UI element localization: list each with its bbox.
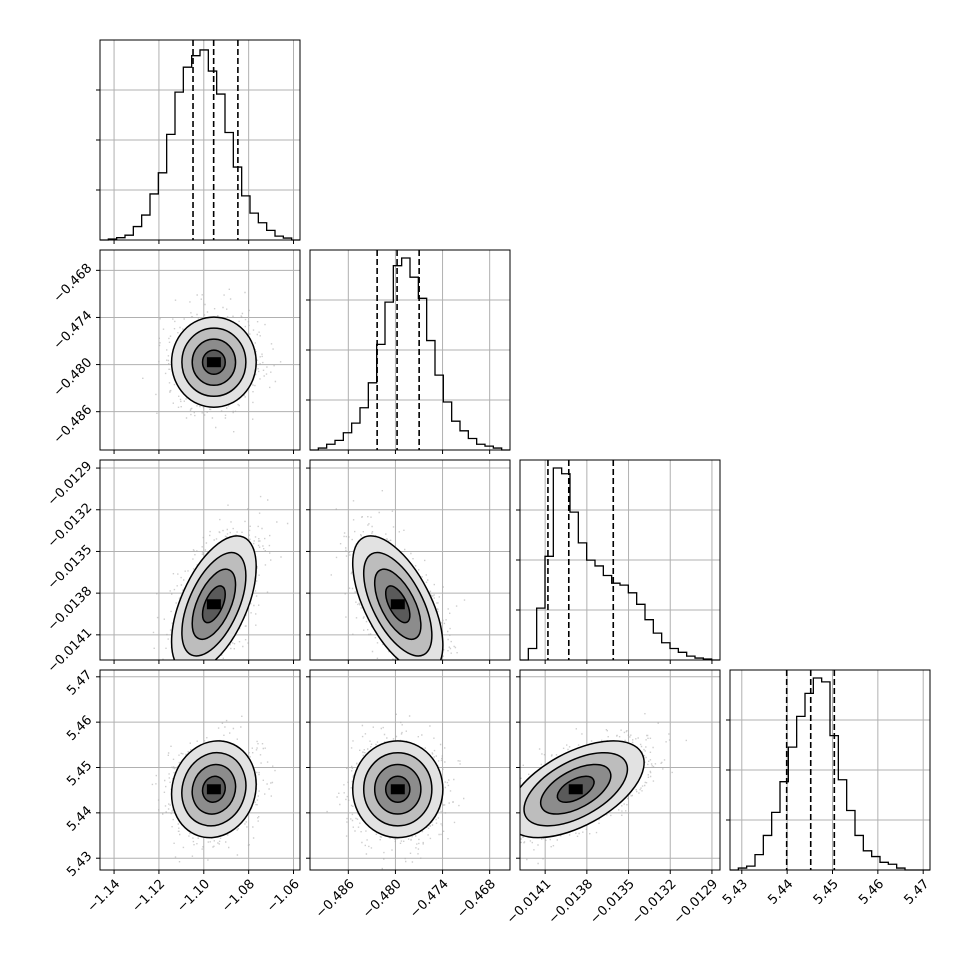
contour-line-0 [556, 775, 595, 803]
contour-line-1 [191, 763, 237, 815]
histogram-series-3 [730, 677, 930, 871]
density-panel-1-2 [306, 459, 511, 664]
y-tick-label: −0.0138 [45, 584, 95, 634]
density-panel-1-3 [306, 669, 511, 874]
histogram-panel-3 [726, 669, 931, 874]
y-tick-label: −0.0129 [45, 459, 95, 509]
density-content [151, 715, 276, 863]
density-panel-0-2 [96, 459, 301, 664]
contour-line-0 [384, 585, 411, 624]
x-tick-label: −0.480 [360, 877, 405, 922]
axes-frame [99, 669, 301, 871]
contour-line-3 [170, 316, 257, 409]
density-content [326, 713, 465, 870]
density-peak [206, 784, 221, 795]
x-tick-label: 5.45 [811, 877, 842, 908]
x-tick-label: −1.12 [129, 877, 168, 916]
y-tick-label: −0.0132 [45, 500, 95, 550]
x-tick-label: −0.0132 [629, 877, 679, 927]
contour-line-0 [201, 349, 226, 376]
density-panel-0-1 [96, 249, 301, 454]
histogram-series-0 [100, 49, 300, 241]
x-tick-label: −0.0138 [546, 877, 596, 927]
axes-frame [309, 459, 511, 661]
density-peak [390, 599, 405, 610]
density-peak [390, 784, 405, 795]
contour-line-1 [191, 568, 237, 641]
density-peak [568, 784, 583, 795]
density-content [520, 713, 687, 865]
x-tick-label: −0.0135 [587, 877, 637, 927]
y-tick-label: 5.45 [64, 758, 95, 789]
y-tick-label: −0.486 [51, 402, 96, 447]
x-tick-label: 5.47 [901, 877, 932, 908]
contour-line-2 [362, 751, 433, 827]
contour-line-3 [170, 535, 257, 660]
contour-line-0 [201, 585, 226, 624]
axes-frame [99, 249, 301, 451]
axes-frame [309, 669, 511, 871]
axes-frame [519, 669, 721, 871]
contour-line-3 [351, 535, 444, 660]
x-tick-label: 5.44 [765, 877, 796, 908]
y-tick-label: −0.0135 [45, 542, 95, 592]
x-tick-label: −0.0129 [671, 877, 721, 927]
x-tick-label: 5.46 [856, 877, 887, 908]
contour-line-1 [373, 568, 422, 641]
density-panel-2-3 [516, 669, 721, 874]
x-tick-label: −1.08 [219, 877, 258, 916]
x-tick-label: −0.486 [313, 877, 358, 922]
y-tick-label: 5.44 [64, 804, 95, 835]
contour-line-2 [523, 751, 629, 827]
contour-line-0 [384, 775, 411, 803]
x-tick-label: 5.43 [720, 877, 751, 908]
y-tick-label: −0.468 [51, 261, 96, 306]
density-panel-0-3 [96, 669, 301, 874]
contour-line-1 [539, 763, 612, 815]
x-tick-label: −1.14 [85, 877, 124, 916]
axes-frame [99, 459, 301, 661]
x-tick-label: −1.10 [174, 877, 213, 916]
histogram-series-1 [310, 257, 510, 451]
contour-line-1 [373, 763, 422, 815]
y-tick-label: 5.47 [64, 667, 95, 698]
histogram-panel-0 [96, 39, 301, 244]
x-tick-label: −0.474 [407, 877, 452, 922]
contour-line-3 [520, 740, 645, 839]
density-content [330, 490, 466, 660]
density-content [152, 495, 289, 660]
contour-line-0 [201, 775, 226, 803]
contour-line-1 [191, 338, 237, 387]
histogram-panel-2 [516, 459, 721, 664]
contour-line-2 [362, 551, 433, 657]
density-content [142, 288, 282, 433]
y-tick-label: 5.43 [64, 849, 95, 880]
contour-line-3 [170, 740, 257, 839]
contour-line-2 [181, 327, 247, 398]
contour-line-3 [351, 740, 444, 839]
histogram-panel-1 [306, 249, 511, 454]
histogram-series-2 [520, 467, 720, 661]
density-peak [206, 599, 221, 610]
y-tick-label: −0.0141 [45, 626, 95, 676]
contour-line-2 [181, 551, 247, 657]
y-tick-label: −0.480 [51, 355, 96, 400]
x-tick-label: −0.0141 [504, 877, 554, 927]
y-tick-label: 5.46 [64, 713, 95, 744]
density-peak [206, 357, 221, 368]
contour-line-2 [181, 751, 247, 827]
y-tick-label: −0.474 [51, 308, 96, 353]
x-tick-label: −0.468 [454, 877, 499, 922]
x-tick-label: −1.06 [264, 877, 303, 916]
